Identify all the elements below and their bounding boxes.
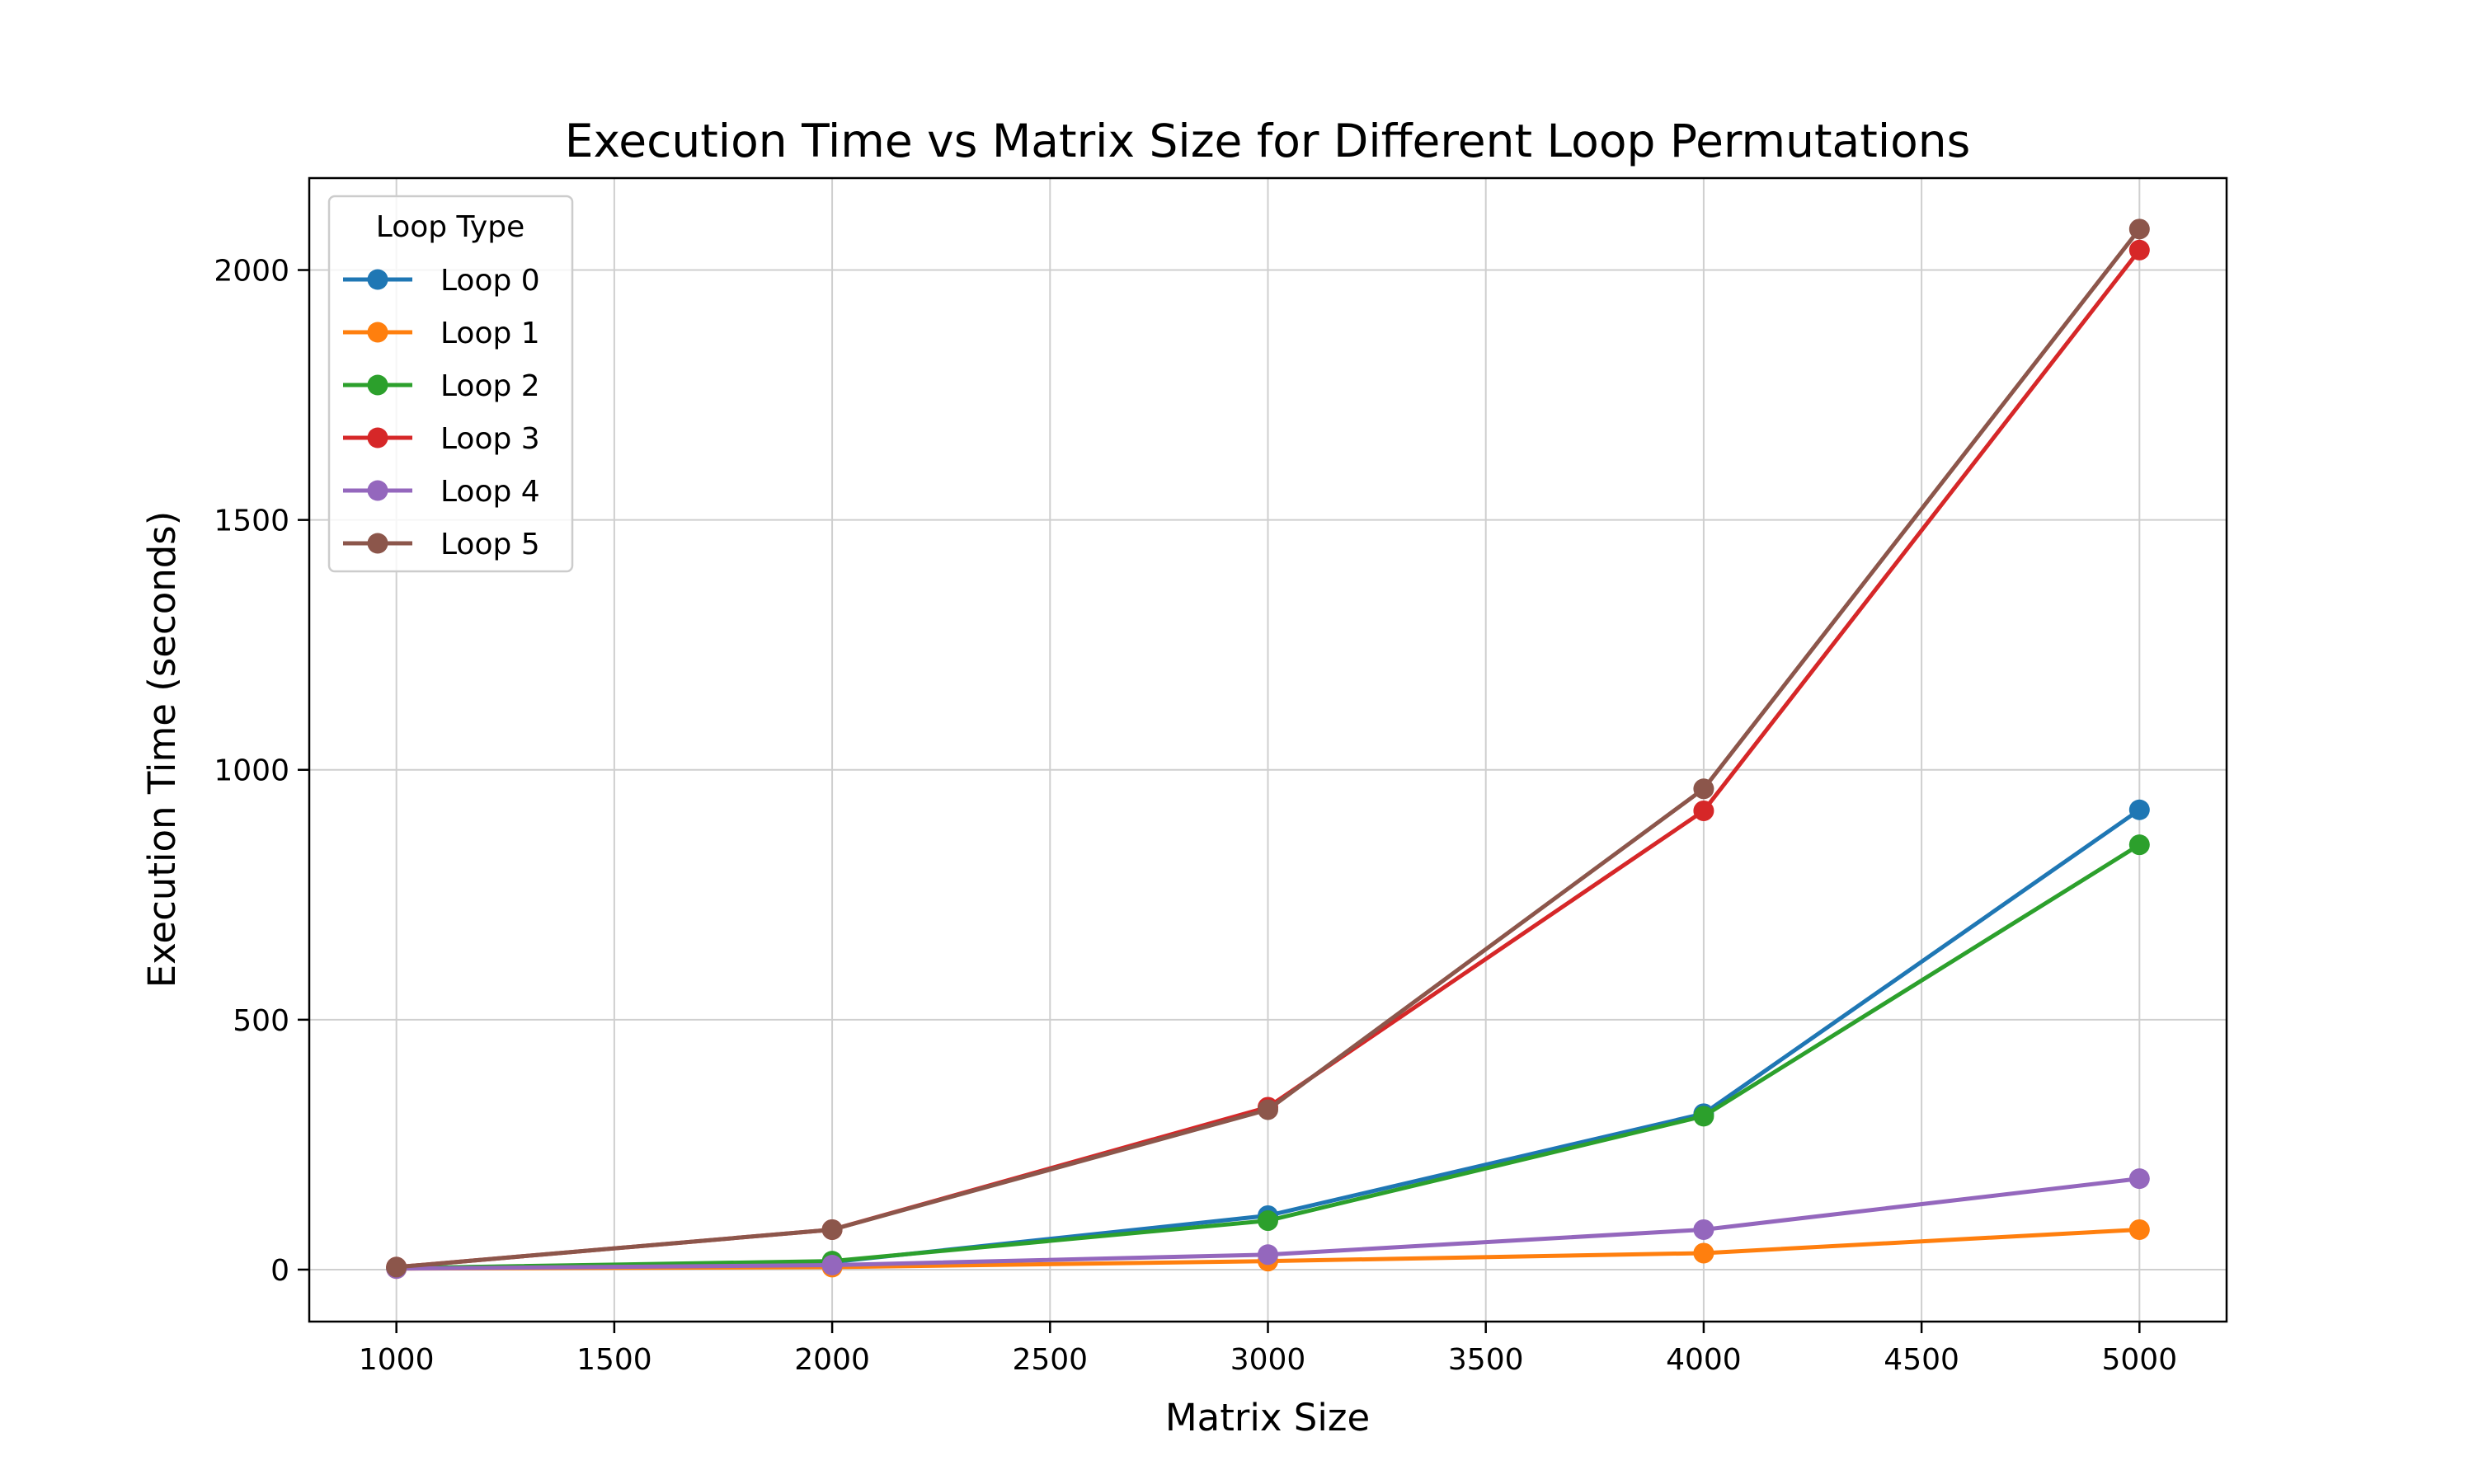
legend: Loop Type Loop 0 Loop 1 Loop 2 Loop 3 Loop 4 L… bbox=[327, 195, 574, 573]
legend-label: Loop 3 bbox=[440, 422, 540, 456]
x-tick-label: 2000 bbox=[794, 1343, 870, 1377]
series-loop-5 bbox=[386, 218, 2150, 1278]
legend-label: Loop 5 bbox=[440, 528, 540, 561]
legend-label: Loop 1 bbox=[440, 317, 540, 350]
legend-marker bbox=[367, 480, 388, 501]
legend-item: Loop 5 bbox=[343, 528, 540, 561]
data-point bbox=[2128, 1219, 2150, 1240]
legend-item: Loop 1 bbox=[343, 317, 540, 350]
data-point bbox=[1258, 1210, 1278, 1232]
x-tick-label: 1000 bbox=[359, 1343, 435, 1377]
y-tick-label: 500 bbox=[233, 1004, 289, 1038]
y-tick-label: 0 bbox=[270, 1254, 289, 1288]
data-point bbox=[1693, 778, 1714, 800]
data-point bbox=[1693, 800, 1714, 821]
data-point bbox=[1693, 1219, 1714, 1240]
x-tick-label: 4500 bbox=[1884, 1343, 1959, 1377]
data-point bbox=[2128, 1168, 2150, 1190]
x-axis-label: Matrix Size bbox=[1165, 1396, 1370, 1439]
legend-box bbox=[327, 195, 574, 573]
legend-marker bbox=[367, 322, 388, 343]
y-axis-label: Execution Time (seconds) bbox=[140, 511, 184, 989]
x-tick-label: 5000 bbox=[2102, 1343, 2178, 1377]
y-tick-label: 1000 bbox=[214, 754, 289, 788]
legend-label: Loop 2 bbox=[440, 369, 540, 403]
x-tick-label: 3000 bbox=[1230, 1343, 1306, 1377]
legend-item: Loop 3 bbox=[343, 422, 540, 456]
x-tick-label: 2500 bbox=[1012, 1343, 1088, 1377]
data-point bbox=[2128, 239, 2150, 261]
data-point bbox=[1258, 1099, 1278, 1120]
legend-item: Loop 2 bbox=[343, 369, 540, 403]
data-point bbox=[1258, 1244, 1278, 1266]
data-point bbox=[1693, 1106, 1714, 1127]
legend-item: Loop 0 bbox=[343, 264, 540, 298]
data-point bbox=[821, 1254, 843, 1275]
data-point bbox=[2128, 834, 2150, 856]
x-tick-label: 4000 bbox=[1666, 1343, 1742, 1377]
data-point bbox=[2128, 799, 2150, 820]
data-point bbox=[821, 1219, 843, 1240]
data-point bbox=[1693, 1242, 1714, 1264]
series-layer bbox=[386, 218, 2150, 1280]
y-tick-label: 1500 bbox=[214, 505, 289, 538]
legend-marker bbox=[367, 374, 388, 396]
data-point bbox=[386, 1256, 407, 1278]
legend-marker bbox=[367, 427, 388, 448]
chart-title: Execution Time vs Matrix Size for Differ… bbox=[565, 115, 1971, 167]
legend-label: Loop 0 bbox=[440, 264, 540, 298]
legend-title: Loop Type bbox=[376, 210, 524, 244]
y-tick-label: 2000 bbox=[214, 255, 289, 289]
legend-label: Loop 4 bbox=[440, 475, 540, 509]
legend-item: Loop 4 bbox=[343, 475, 540, 509]
x-tick-label: 1500 bbox=[576, 1343, 652, 1377]
legend-marker bbox=[367, 269, 388, 290]
x-tick-label: 3500 bbox=[1448, 1343, 1524, 1377]
data-point bbox=[2128, 218, 2150, 240]
tick-layer: 1000 1500 2000 2500 3000 3500 4000 4500 5000 0 500… bbox=[214, 255, 2177, 1377]
legend-marker bbox=[367, 533, 388, 554]
